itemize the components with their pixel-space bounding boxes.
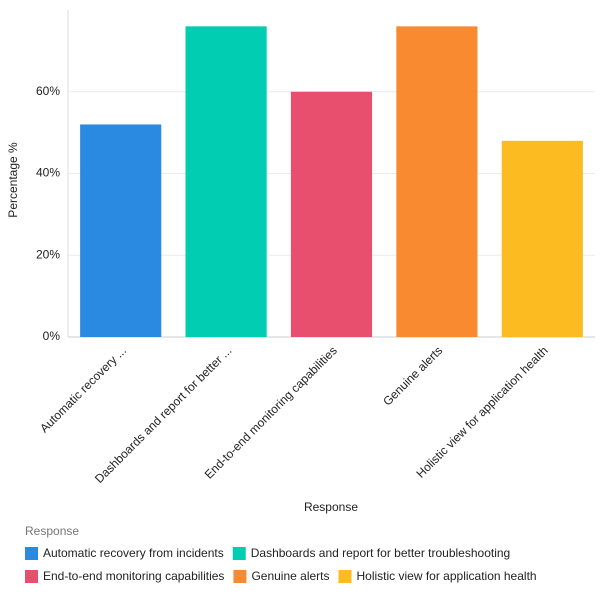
legend-label: Holistic view for application health: [356, 569, 536, 583]
y-tick-label: 20%: [36, 247, 60, 261]
legend-swatch: [232, 547, 246, 560]
y-axis-title: Percentage %: [6, 142, 20, 218]
bar: [396, 26, 478, 337]
legend-label: Dashboards and report for better trouble…: [251, 546, 511, 560]
legend-label: Genuine alerts: [251, 569, 329, 583]
x-tick-label: Automatic recovery ...: [37, 343, 129, 435]
y-tick-label: 40%: [36, 166, 60, 180]
x-tick-label: Genuine alerts: [380, 343, 445, 408]
bar: [80, 124, 162, 337]
legend-swatch: [25, 547, 38, 560]
bar: [501, 140, 583, 337]
legend-swatch: [338, 570, 352, 583]
legend-label: End-to-end monitoring capabilities: [43, 569, 224, 583]
bar: [185, 26, 267, 337]
bar: [290, 91, 373, 337]
legend-title: Response: [25, 524, 79, 538]
y-tick-label: 0%: [43, 329, 61, 343]
legend-label: Automatic recovery from incidents: [43, 546, 224, 560]
legend-swatch: [233, 570, 247, 583]
x-axis-title: Response: [304, 500, 358, 514]
y-tick-label: 60%: [36, 84, 60, 98]
legend-swatch: [25, 570, 38, 583]
